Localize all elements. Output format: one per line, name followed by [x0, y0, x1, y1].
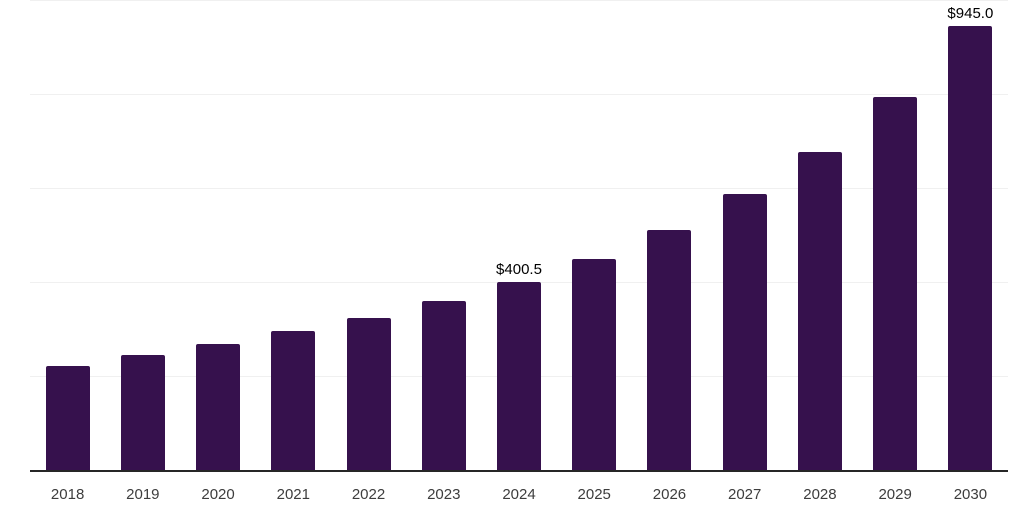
- bar-2021: [271, 330, 316, 471]
- gridline-600: [30, 188, 1008, 189]
- x-tick-label-2021: 2021: [276, 485, 310, 503]
- bar-2025: [572, 259, 617, 471]
- gridline-800: [30, 94, 1008, 95]
- bar-2019: [120, 355, 165, 471]
- bar-2028: [797, 151, 842, 471]
- bar-2030: [948, 26, 993, 471]
- bar-2024: [497, 282, 541, 471]
- bar-2027: [722, 194, 767, 471]
- x-tick-label-2019: 2019: [126, 485, 160, 503]
- x-tick-label-2022: 2022: [351, 485, 386, 503]
- bar-2020: [196, 344, 241, 471]
- gridline-1000: [30, 0, 1008, 1]
- x-tick-label-2020: 2020: [201, 485, 235, 503]
- value-label-2024: $400.5: [496, 261, 542, 279]
- x-tick-label-2018: 2018: [50, 485, 85, 503]
- bar-2022: [346, 318, 391, 471]
- x-tick-label-2024: 2024: [502, 485, 536, 503]
- bar-2029: [873, 96, 918, 471]
- x-tick-label-2027: 2027: [728, 485, 762, 503]
- x-tick-label-2025: 2025: [577, 485, 611, 503]
- bar-2023: [421, 301, 466, 471]
- x-tick-label-2026: 2026: [652, 485, 687, 503]
- x-tick-label-2023: 2023: [427, 485, 461, 503]
- bar-2026: [647, 229, 692, 471]
- x-tick-label-2028: 2028: [803, 485, 837, 503]
- value-label-2030: $945.0: [947, 5, 994, 23]
- bar-2018: [45, 366, 90, 471]
- x-tick-label-2030: 2030: [953, 485, 988, 503]
- x-tick-label-2029: 2029: [878, 485, 912, 503]
- x-axis-line: [30, 469, 1008, 472]
